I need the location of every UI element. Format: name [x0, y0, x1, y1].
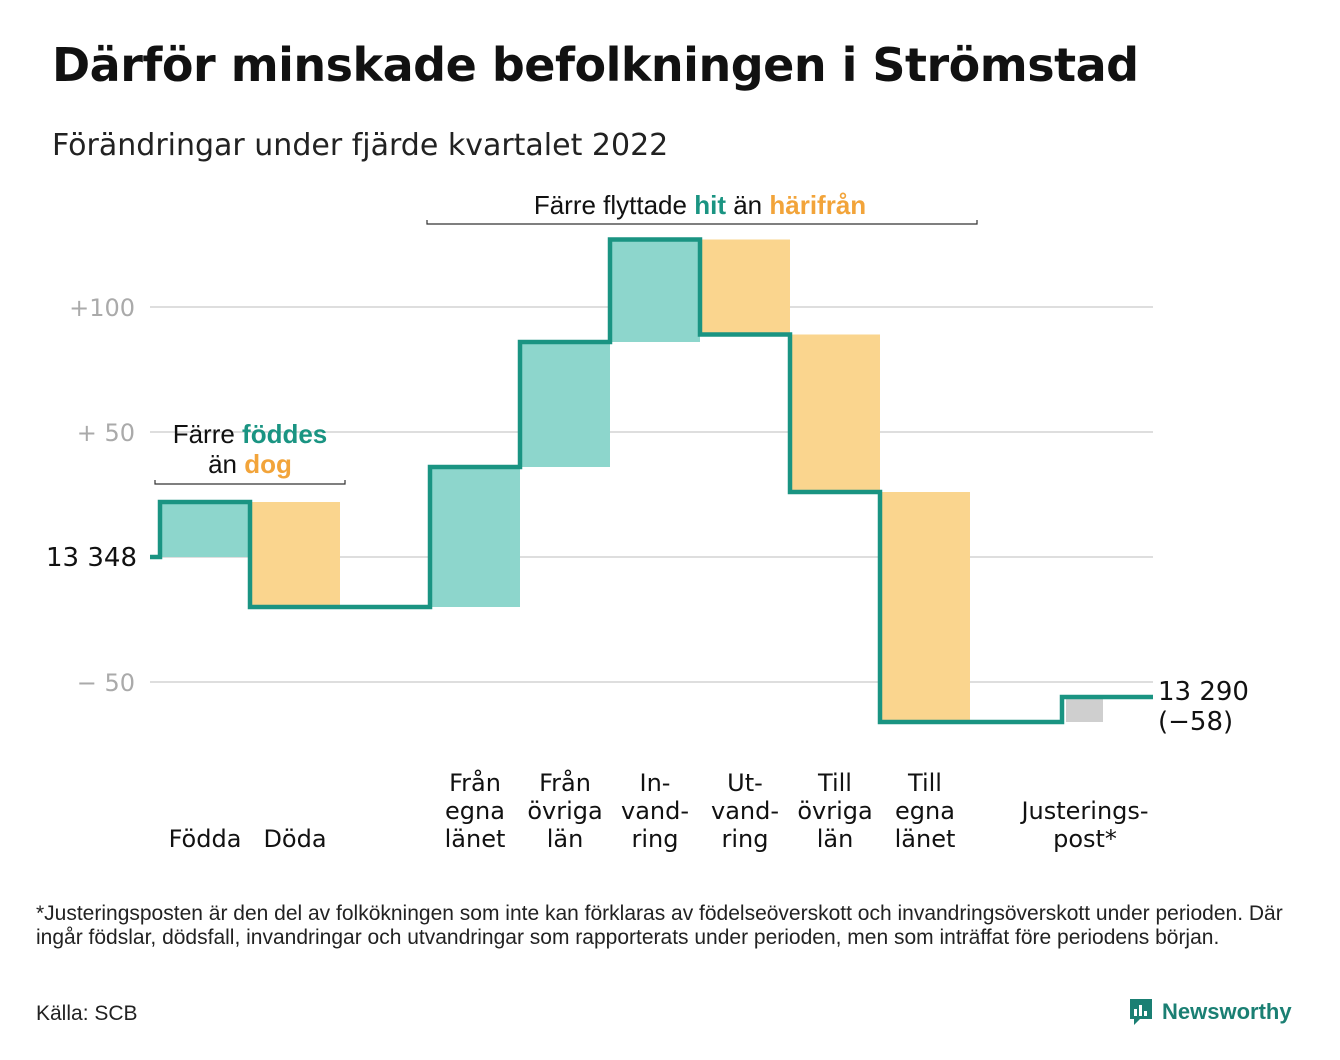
- migration-annotation: Färre flyttade hit än härifrån: [534, 190, 866, 220]
- y-tick-label: + 50: [77, 419, 135, 447]
- bar: [880, 492, 970, 722]
- chart-subtitle: Förändringar under fjärde kvartalet 2022: [52, 128, 669, 163]
- bar: [430, 467, 520, 607]
- bar: [610, 239, 700, 342]
- waterfall-chart: +100 + 50 − 50 13 348 13 290(−58) Födda Döda Fr…: [46, 190, 1249, 853]
- bar: [1066, 697, 1103, 722]
- bar: [160, 502, 250, 557]
- x-tick-label: vand-: [621, 797, 689, 825]
- x-tick-label: vand-: [711, 797, 779, 825]
- x-tick-label: länet: [445, 825, 506, 853]
- bar: [700, 239, 790, 335]
- migration-annotation-orange: härifrån: [769, 190, 866, 220]
- migration-annotation-prefix: Färre flyttade: [534, 190, 694, 220]
- series-line: [150, 237, 1153, 725]
- x-tick-label: egna: [895, 797, 955, 825]
- x-tick-label: övriga: [527, 797, 602, 825]
- brand-name: Newsworthy: [1162, 999, 1292, 1024]
- end-value-label: 13 290: [1158, 677, 1249, 707]
- x-tick-label: In-: [640, 769, 671, 797]
- y-tick-label: +100: [69, 294, 135, 322]
- births-annotation-line1: Färre föddes: [173, 419, 328, 449]
- x-tick-label: ring: [722, 825, 769, 853]
- y-tick-label: − 50: [77, 669, 135, 697]
- x-tick-label: Till: [907, 769, 942, 797]
- x-tick-label: Från: [539, 768, 591, 797]
- x-tick-label: post*: [1053, 825, 1117, 853]
- x-tick-label: Döda: [263, 825, 326, 853]
- newsworthy-logo-icon: [1130, 999, 1152, 1025]
- chart-title: Därför minskade befolkningen i Strömstad: [52, 38, 1139, 92]
- x-tick-label: Till: [817, 769, 852, 797]
- x-tick-label: egna: [445, 797, 505, 825]
- births-annotation-prefix2: än: [208, 449, 244, 479]
- end-change-label: (−58): [1158, 707, 1233, 737]
- migration-annotation-middle: än: [726, 190, 769, 220]
- bar: [790, 334, 880, 492]
- footnote: *Justeringsposten är den del av folkökni…: [36, 902, 1283, 949]
- x-tick-label: länet: [895, 825, 956, 853]
- x-tick-label: ring: [632, 825, 679, 853]
- bar: [520, 342, 610, 467]
- births-bracket: [154, 480, 346, 485]
- migration-annotation-teal: hit: [694, 190, 726, 220]
- migration-bracket: [426, 220, 978, 225]
- x-tick-label: Från: [449, 768, 501, 797]
- bar: [250, 502, 340, 607]
- source-label: Källa: SCB: [36, 1002, 138, 1025]
- x-tick-label: län: [547, 825, 584, 853]
- births-annotation-prefix: Färre: [173, 419, 242, 449]
- x-tick-label: län: [817, 825, 854, 853]
- x-tick-label: Justerings-: [1019, 797, 1148, 825]
- births-annotation-line2: än dog: [208, 449, 292, 479]
- start-value-label: 13 348: [46, 543, 137, 573]
- x-tick-label: Ut-: [727, 769, 763, 797]
- births-annotation-teal: föddes: [242, 419, 327, 449]
- brand: Newsworthy: [1128, 997, 1292, 1027]
- x-tick-label: Födda: [169, 825, 242, 853]
- births-annotation-orange: dog: [244, 449, 292, 479]
- x-tick-label: övriga: [797, 797, 872, 825]
